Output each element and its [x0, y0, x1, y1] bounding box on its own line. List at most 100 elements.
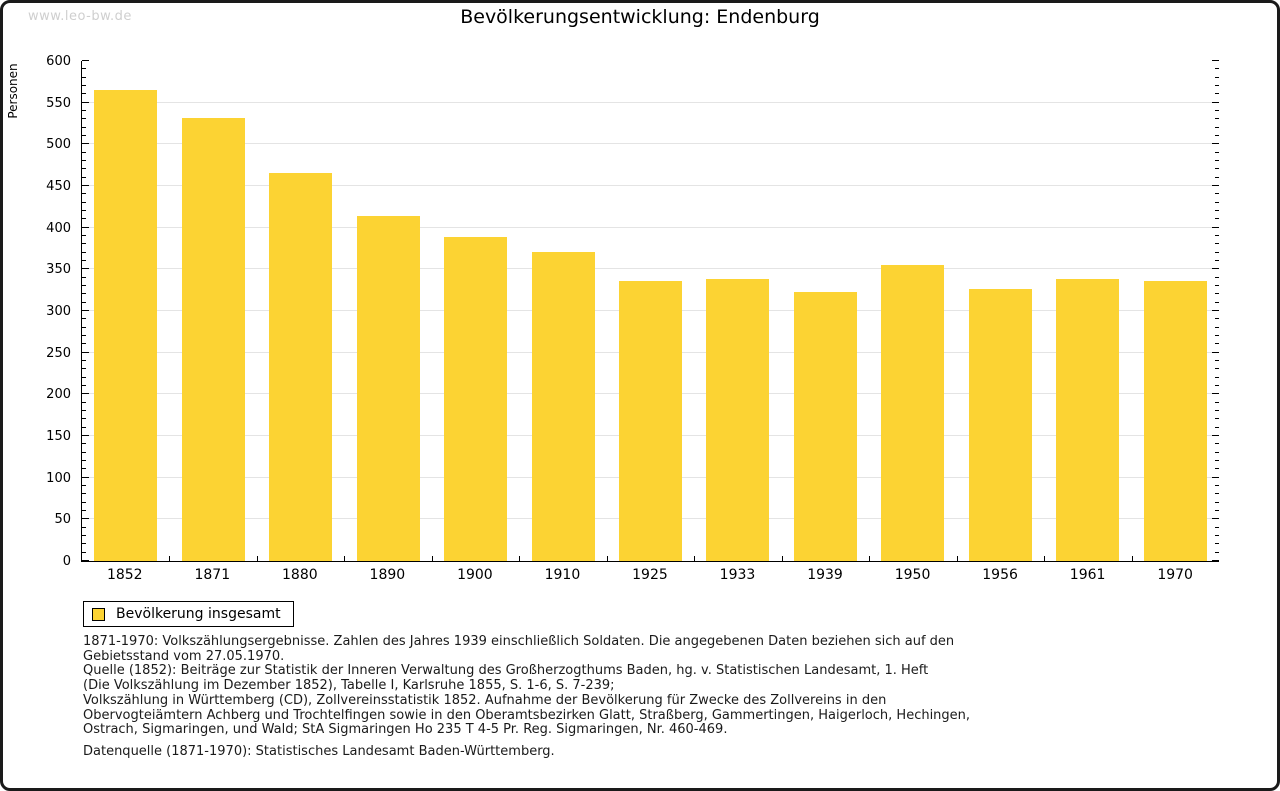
y-axis-tick	[1215, 110, 1219, 111]
y-axis-tick	[1215, 485, 1219, 486]
bar-1939	[794, 291, 857, 561]
bar-1925	[619, 281, 682, 561]
bar-1950	[881, 265, 944, 561]
y-axis-tick	[82, 360, 86, 361]
plot-area	[81, 60, 1219, 562]
y-axis-tick	[82, 268, 89, 270]
y-axis-tick	[82, 193, 86, 195]
y-axis-tick	[1215, 526, 1219, 528]
x-axis-tick-label: 1950	[894, 567, 931, 583]
bar-1880	[269, 172, 332, 561]
x-axis-tick	[519, 556, 520, 561]
y-axis-tick	[1215, 360, 1219, 361]
x-axis-tick	[694, 556, 695, 561]
y-axis-tick	[1215, 451, 1219, 453]
bar-1900	[444, 236, 507, 561]
y-axis-tick	[1215, 285, 1219, 286]
y-axis-tick	[82, 518, 89, 520]
gridline	[82, 185, 1219, 186]
y-axis-tick	[82, 385, 86, 386]
y-axis-tick	[82, 476, 89, 478]
y-axis-tick	[82, 160, 86, 161]
y-axis-tick	[82, 335, 86, 336]
y-axis-tick	[1212, 435, 1219, 436]
y-axis-tick	[82, 410, 86, 411]
y-axis-tick	[82, 101, 89, 103]
y-axis-tick	[1215, 210, 1219, 211]
y-axis-tick	[82, 235, 86, 236]
x-axis-tick-label: 1925	[632, 567, 668, 583]
y-axis-tick	[1212, 310, 1219, 311]
y-axis-tick	[82, 226, 89, 228]
x-axis-tick-label: 1910	[544, 567, 581, 583]
y-axis-tick	[1215, 176, 1219, 178]
footnote-line: Gebietsstand vom 27.05.1970.	[83, 648, 285, 664]
y-axis-tick-label: 300	[46, 304, 71, 319]
y-axis-tick-labels: 0 50 100 150 200 250 300 350 400 450 500 550 600	[3, 55, 75, 568]
y-axis-tick	[82, 376, 86, 378]
legend-label: Bevölkerung insgesamt	[116, 606, 281, 622]
x-axis-tick	[257, 556, 258, 561]
y-axis-tick	[1215, 368, 1219, 370]
y-axis-tick-label: 250	[46, 345, 71, 361]
y-axis-tick	[1215, 168, 1219, 170]
x-axis-tick	[432, 556, 433, 561]
y-axis-tick-label: 0	[62, 554, 71, 569]
y-axis-tick	[1215, 401, 1219, 403]
legend[interactable]: Bevölkerung insgesamt	[83, 601, 294, 627]
y-axis-tick	[1215, 443, 1219, 445]
y-axis-tick	[1215, 126, 1219, 128]
x-axis-tick-labels: 1852 1871 1880 1890 1900 1910 1925 1933 1939 1950…	[81, 567, 1219, 585]
y-axis-tick	[82, 493, 86, 495]
footnote-line: Obervogteiämtern Achberg und Trochtelfin…	[83, 707, 971, 723]
x-axis-tick-label: 1871	[194, 567, 231, 583]
y-axis-tick	[82, 151, 86, 153]
x-axis-tick	[782, 556, 783, 561]
y-axis-tick	[82, 218, 86, 220]
y-axis-tick	[1215, 151, 1219, 153]
y-axis-tick	[1215, 318, 1219, 320]
y-axis-tick	[1212, 268, 1219, 270]
x-axis-tick-label: 1890	[369, 567, 406, 583]
y-axis-tick	[82, 510, 86, 511]
y-axis-tick	[82, 343, 86, 345]
y-axis-tick	[1215, 493, 1219, 495]
y-axis-tick	[1212, 393, 1219, 395]
y-axis-tick	[1212, 351, 1219, 353]
y-axis-tick	[82, 526, 86, 528]
y-axis-tick	[82, 260, 86, 261]
watermark: www.leo-bw.de	[28, 9, 132, 24]
x-axis-tick-label: 1956	[982, 567, 1018, 583]
y-axis-tick	[1215, 510, 1219, 511]
x-axis-tick-label: 1939	[807, 567, 843, 583]
bar-1956	[969, 289, 1032, 561]
y-axis-tick	[82, 426, 86, 428]
y-axis-tick	[1215, 135, 1219, 136]
y-axis-tick	[1215, 326, 1219, 328]
y-axis-tick	[1212, 560, 1219, 561]
y-axis-tick	[1215, 301, 1219, 303]
bar-1871	[182, 117, 245, 561]
y-axis-tick-label: 550	[46, 95, 71, 111]
y-axis-tick	[82, 485, 86, 486]
y-axis-tick	[82, 435, 89, 436]
bar-1910	[532, 251, 595, 561]
y-axis-tick	[1212, 143, 1219, 145]
x-axis-tick	[169, 556, 170, 561]
y-axis-tick	[82, 251, 86, 253]
y-axis-tick	[82, 243, 86, 245]
y-axis-tick	[82, 285, 86, 286]
y-axis-tick-label: 450	[46, 179, 71, 194]
y-axis-tick-label: 350	[46, 262, 71, 278]
y-axis-tick	[82, 451, 86, 453]
y-axis-tick	[1212, 60, 1219, 61]
y-axis-tick	[1215, 376, 1219, 378]
source-footnotes: 1871-1970: Volkszählungsergebnisse. Zahl…	[83, 634, 971, 760]
x-axis-tick	[869, 556, 870, 561]
y-axis-tick	[1215, 535, 1219, 536]
footnote-line: Volkszählung in Württemberg (CD), Zollve…	[83, 692, 887, 708]
footnote-line: Ostrach, Sigmaringen, und Wald; StA Sigm…	[83, 722, 728, 738]
gridline	[82, 143, 1219, 145]
bar-1933	[706, 279, 769, 561]
y-axis-tick	[82, 368, 86, 370]
